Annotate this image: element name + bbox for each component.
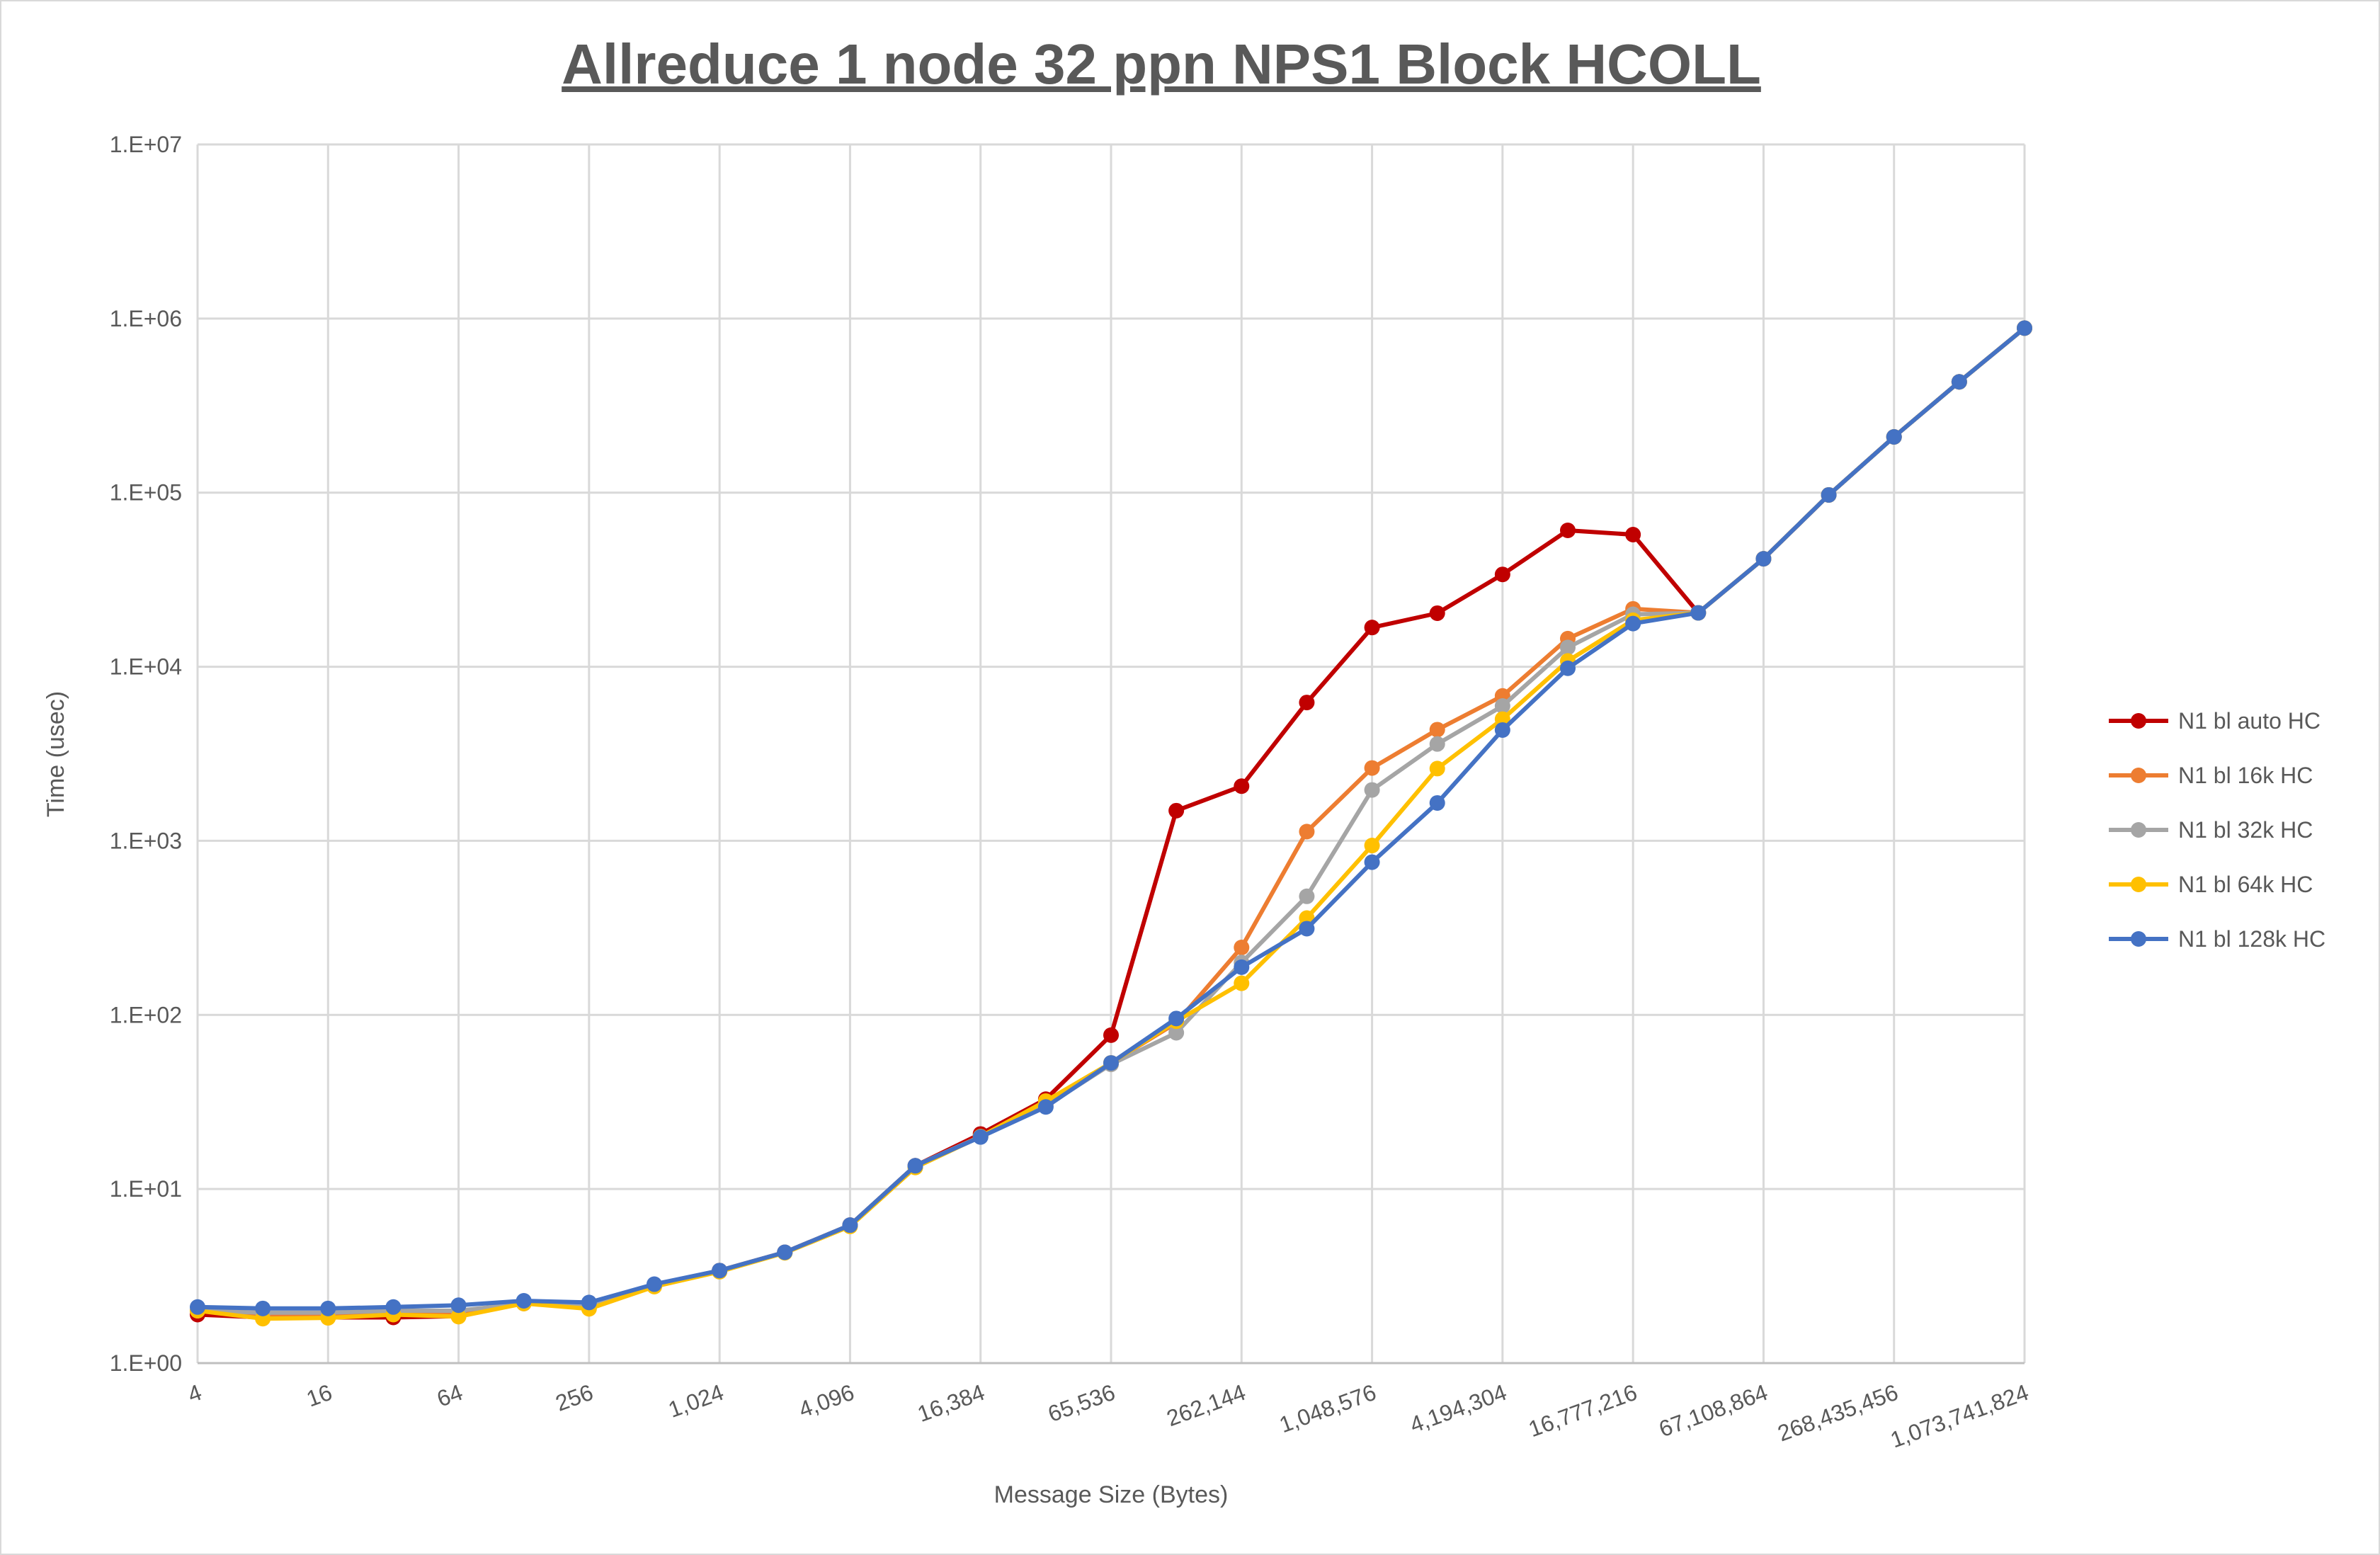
data-point [1234, 940, 1250, 956]
legend-label: N1 bl 64k HC [2178, 872, 2313, 897]
x-axis-title: Message Size (Bytes) [994, 1481, 1229, 1508]
x-tick-label: 65,536 [1044, 1379, 1118, 1427]
y-tick-label: 1.E+07 [110, 132, 182, 157]
legend-label: N1 bl 128k HC [2178, 926, 2325, 952]
data-point [1168, 1010, 1185, 1027]
data-point [647, 1276, 662, 1292]
data-point [1299, 695, 1315, 711]
legend-marker [2131, 877, 2146, 892]
data-point [1168, 802, 1185, 819]
data-point [320, 1300, 336, 1316]
data-point [190, 1299, 205, 1315]
y-tick-label: 1.E+04 [110, 654, 182, 680]
x-tick-label: 268,435,456 [1775, 1379, 1902, 1447]
data-point [1429, 722, 1445, 738]
data-point [1299, 921, 1315, 937]
x-tick-label: 256 [552, 1379, 596, 1416]
data-point [1299, 824, 1315, 840]
data-point [1690, 605, 1707, 621]
data-point [1234, 778, 1250, 794]
legend-marker [2131, 822, 2146, 838]
data-point [1364, 854, 1380, 870]
y-axis-ticks: 1.E+00 1.E+01 1.E+02 1.E+03 1.E+04 1.E+05 1.E+… [110, 132, 182, 1376]
y-tick-label: 1.E+02 [110, 1002, 182, 1027]
data-point [1364, 782, 1380, 798]
y-tick-label: 1.E+05 [110, 480, 182, 506]
series-n1-bl-128k-hc [190, 320, 2032, 1316]
x-tick-label: 64 [433, 1379, 466, 1412]
data-point [2017, 320, 2032, 336]
legend-marker [2131, 931, 2146, 947]
data-point [712, 1263, 728, 1279]
data-point [1103, 1055, 1119, 1071]
data-point [1625, 526, 1641, 542]
data-point [842, 1217, 858, 1234]
x-tick-label: 1,048,576 [1276, 1379, 1379, 1438]
data-point [450, 1297, 467, 1314]
data-point [907, 1158, 923, 1174]
legend-label: N1 bl 32k HC [2178, 817, 2313, 843]
x-tick-label: 16,777,216 [1525, 1379, 1641, 1442]
data-point [255, 1300, 271, 1316]
data-point [1364, 620, 1380, 636]
legend: N1 bl auto HC N1 bl 16k HC N1 bl 32k HC N1 … [2109, 708, 2325, 952]
y-tick-label: 1.E+01 [110, 1176, 182, 1202]
x-tick-label: 4 [184, 1379, 205, 1408]
data-point [1429, 761, 1445, 777]
data-point [972, 1129, 989, 1145]
gridlines [196, 143, 2026, 1365]
legend-marker [2131, 768, 2146, 783]
data-point [1103, 1027, 1119, 1043]
x-tick-label: 262,144 [1163, 1379, 1249, 1431]
x-tick-label: 4,096 [795, 1379, 858, 1423]
data-point [516, 1292, 532, 1309]
x-tick-label: 16 [303, 1379, 336, 1412]
x-tick-label: 4,194,304 [1406, 1379, 1510, 1438]
legend-marker [2131, 713, 2146, 729]
data-point [1625, 615, 1641, 632]
data-point [581, 1294, 597, 1311]
data-point [1951, 374, 1967, 390]
data-point [1234, 975, 1250, 991]
data-point [1494, 722, 1510, 738]
data-point [1560, 639, 1576, 656]
data-point [1560, 523, 1576, 539]
data-point [777, 1244, 793, 1260]
chart-title: Allreduce 1 node 32 ppn NPS1 Block HCOLL [562, 33, 1761, 96]
data-point [450, 1309, 467, 1325]
y-tick-label: 1.E+06 [110, 306, 182, 331]
x-axis-ticks: 4 16 64 256 1,024 4,096 16,384 65,536 262,144 1,0… [184, 1379, 2032, 1453]
data-point [1429, 794, 1445, 811]
data-point [385, 1299, 402, 1315]
y-tick-label: 1.E+03 [110, 828, 182, 853]
data-point [1037, 1099, 1054, 1115]
data-point [1299, 888, 1315, 904]
data-point [1494, 698, 1510, 714]
series-group [190, 320, 2032, 1327]
x-tick-label: 1,073,741,824 [1887, 1379, 2032, 1453]
x-tick-label: 16,384 [914, 1379, 988, 1427]
data-point [1494, 711, 1510, 727]
data-point [1168, 1025, 1185, 1041]
data-point [1429, 605, 1445, 621]
legend-label: N1 bl 16k HC [2178, 763, 2313, 788]
data-point [1821, 486, 1837, 503]
x-tick-label: 1,024 [665, 1379, 727, 1423]
data-point [1234, 959, 1250, 975]
x-tick-label: 67,108,864 [1656, 1379, 1771, 1442]
y-tick-label: 1.E+00 [110, 1350, 182, 1376]
data-point [1364, 760, 1380, 776]
legend-label: N1 bl auto HC [2178, 708, 2321, 734]
data-point [1494, 566, 1510, 583]
data-point [1364, 838, 1380, 854]
data-point [1560, 660, 1576, 676]
data-point [1886, 429, 1902, 445]
data-point [1755, 551, 1772, 567]
y-axis-title: Time (usec) [42, 691, 69, 817]
data-point [1429, 736, 1445, 752]
